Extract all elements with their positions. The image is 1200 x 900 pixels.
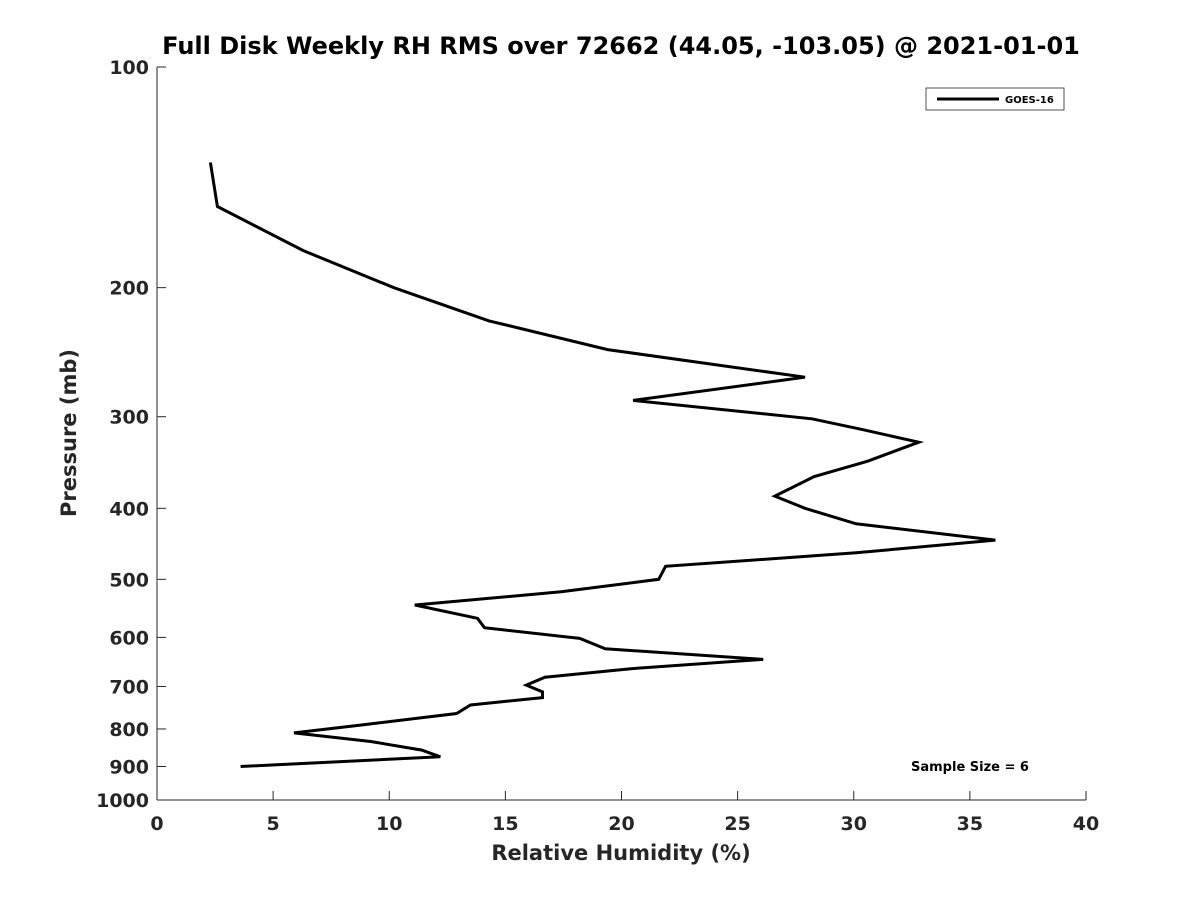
x-tick-label: 20 <box>608 813 634 835</box>
y-axis-label: Pressure (mb) <box>57 349 81 517</box>
x-tick-label: 40 <box>1073 813 1099 835</box>
x-tick-label: 5 <box>267 813 280 835</box>
y-ticks: 100 200 300 400 500 600 700 800 900 1000 <box>96 57 166 812</box>
y-tick-label: 600 <box>109 627 149 649</box>
x-tick-label: 35 <box>957 813 983 835</box>
x-axis-label: Relative Humidity (%) <box>491 841 750 865</box>
y-tick-label: 900 <box>109 756 149 778</box>
y-tick-label: 100 <box>109 57 149 79</box>
x-ticks: 0 5 10 15 20 25 30 35 40 <box>150 791 1099 835</box>
legend-label-goes-16: GOES-16 <box>1005 95 1054 106</box>
series-layer <box>208 162 996 768</box>
y-tick-label: 800 <box>109 719 149 741</box>
series-line-goes-16 <box>208 162 996 768</box>
y-tick-label: 300 <box>109 407 149 429</box>
y-tick-label: 1000 <box>96 790 149 812</box>
y-tick-label: 200 <box>109 278 149 300</box>
y-tick-label: 700 <box>109 676 149 698</box>
legend: GOES-16 <box>925 87 1065 111</box>
x-tick-label: 25 <box>724 813 750 835</box>
x-tick-label: 30 <box>841 813 867 835</box>
y-tick-label: 500 <box>109 569 149 591</box>
x-tick-label: 0 <box>150 813 163 835</box>
x-tick-label: 10 <box>376 813 402 835</box>
chart-title: Full Disk Weekly RH RMS over 72662 (44.0… <box>162 32 1080 60</box>
sample-size-annotation: Sample Size = 6 <box>911 760 1029 775</box>
y-tick-label: 400 <box>109 498 149 520</box>
x-tick-label: 15 <box>492 813 518 835</box>
